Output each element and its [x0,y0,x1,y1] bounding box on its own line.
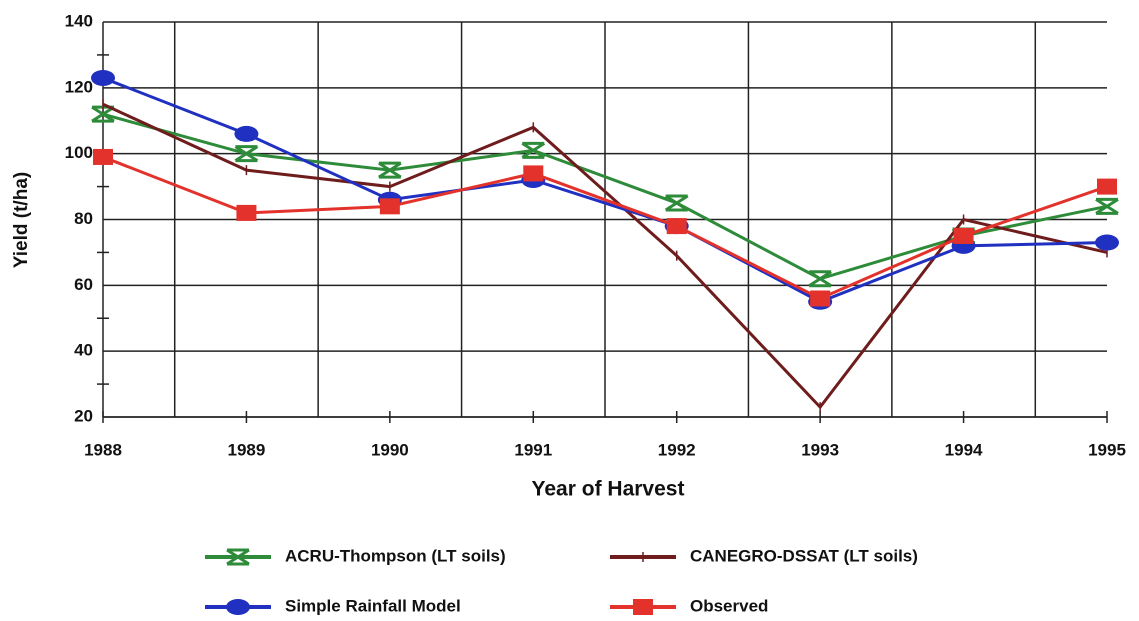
marker [379,198,400,215]
marker [226,599,250,615]
y-tick-label: 40 [74,341,93,360]
marker [378,161,402,179]
marker [234,145,259,163]
marker [953,227,974,244]
series-line [102,112,1108,281]
legend-label: CANEGRO-DSSAT (LT soils) [690,546,918,565]
marker [93,148,113,165]
legend-label: ACRU-Thompson (LT soils) [285,546,506,565]
marker [234,125,259,142]
marker [226,548,250,566]
x-axis-label: Year of Harvest [532,478,685,501]
series-line [102,155,1108,301]
marker [236,204,257,221]
marker [523,165,544,182]
y-axis-label: Yield (t/ha) [11,172,32,268]
marker [1095,197,1119,215]
y-tick-label: 60 [74,275,93,294]
marker [666,218,687,235]
marker [521,141,546,159]
marker [1097,178,1117,195]
marker [664,194,689,212]
x-tick-label: 1990 [371,440,409,459]
legend-label: Observed [690,596,768,615]
marker [810,290,831,307]
x-tick-label: 1991 [514,440,552,459]
x-tick-label: 1995 [1088,440,1126,459]
y-tick-label: 80 [74,209,93,228]
x-tick-label: 1989 [228,440,266,459]
x-tick-label: 1988 [84,440,122,459]
x-tick-label: 1993 [801,440,839,459]
marker [808,270,832,288]
marker [91,105,115,123]
x-tick-label: 1994 [945,440,983,459]
legend-label: Simple Rainfall Model [285,596,461,615]
y-tick-label: 120 [65,77,93,96]
y-tick-label: 140 [65,11,93,30]
marker [633,599,653,615]
series-line [102,76,1108,304]
x-tick-label: 1992 [658,440,696,459]
y-tick-label: 20 [74,406,93,425]
marker [1095,234,1119,251]
marker [91,69,115,86]
series-line [102,102,1108,410]
y-tick-label: 100 [65,143,93,162]
